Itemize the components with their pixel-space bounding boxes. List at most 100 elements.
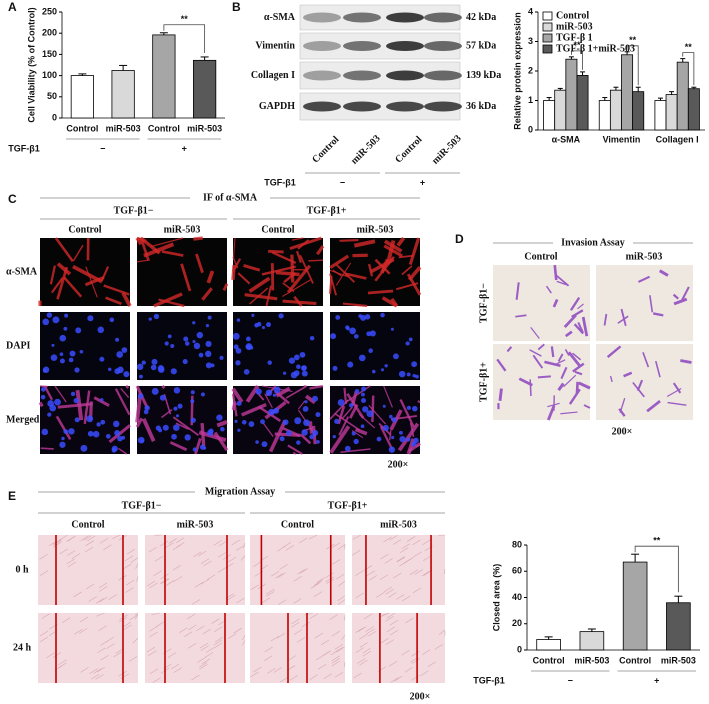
cell-texture <box>368 575 377 581</box>
micrograph <box>250 612 346 683</box>
invaded-cell <box>564 330 573 338</box>
nucleus <box>382 404 386 408</box>
cell-fiber <box>56 262 72 276</box>
nucleus <box>412 373 416 378</box>
cell-texture <box>134 614 139 620</box>
cell-fiber <box>248 276 271 293</box>
cell-texture <box>122 563 132 570</box>
cell-texture <box>380 637 389 644</box>
nucleus <box>296 364 301 370</box>
nucleus <box>193 342 201 350</box>
cell-texture <box>322 650 331 657</box>
cell-texture <box>363 613 373 620</box>
x-tick-label: Collagen I <box>656 134 699 144</box>
nucleus <box>172 424 180 431</box>
cell-texture <box>344 615 346 621</box>
cell-texture <box>204 652 213 658</box>
significance-label: ** <box>573 40 581 50</box>
cell-texture <box>293 598 302 604</box>
bar <box>622 561 648 651</box>
blot-band <box>424 12 462 23</box>
significance-label: ** <box>629 35 637 45</box>
invaded-cell <box>554 273 570 287</box>
cell-texture <box>308 534 318 540</box>
cell-texture <box>323 673 332 679</box>
cell-texture <box>277 572 286 578</box>
cell-fiber <box>335 264 355 283</box>
nucleus <box>47 412 52 417</box>
invaded-cell <box>568 388 581 405</box>
nucleus <box>332 365 338 371</box>
micrograph <box>40 312 130 380</box>
cell-texture <box>276 633 286 639</box>
cell-fiber <box>275 386 291 398</box>
nucleus <box>362 406 369 413</box>
nucleus <box>177 403 183 409</box>
cell-texture <box>172 544 182 551</box>
nucleus <box>330 333 337 340</box>
nucleus <box>301 370 308 377</box>
cell-fiber <box>290 254 295 283</box>
nucleus <box>59 334 67 342</box>
cell-texture <box>52 652 62 658</box>
cell-fiber <box>213 431 229 452</box>
cell-texture <box>331 559 341 565</box>
blot-band <box>343 41 381 51</box>
y-tick-label: 40 <box>512 592 522 602</box>
cell-fiber <box>282 299 317 305</box>
cell-texture <box>336 573 345 580</box>
nucleus <box>167 334 172 339</box>
x-tick-label: Control <box>66 123 98 133</box>
micrograph <box>493 343 591 421</box>
nucleus <box>171 433 177 440</box>
nucleus <box>299 351 306 358</box>
cell-fiber <box>216 419 228 428</box>
invaded-cell <box>649 295 654 313</box>
nucleus <box>50 354 58 361</box>
micrograph <box>145 612 246 683</box>
nucleus <box>158 428 163 433</box>
blot-band <box>386 70 424 81</box>
nucleus <box>301 429 308 436</box>
y-tick-label: 200 <box>42 28 57 38</box>
invaded-cell <box>673 297 688 306</box>
nucleus <box>143 409 149 415</box>
panel-letter: C <box>8 192 17 206</box>
legend-swatch <box>542 33 553 43</box>
cell-fiber <box>118 447 128 455</box>
nucleus <box>312 429 319 436</box>
cell-texture <box>331 660 340 667</box>
nucleus <box>348 403 354 408</box>
cell-fiber <box>136 259 150 263</box>
magnification: 200× <box>612 426 633 437</box>
cell-texture <box>275 572 284 579</box>
cell-fiber <box>198 430 227 443</box>
cell-texture <box>80 667 89 673</box>
cell-texture <box>443 569 446 575</box>
cell-fiber <box>175 422 189 430</box>
lane-label: miR-503 <box>349 133 383 167</box>
nucleus <box>184 341 190 346</box>
cell-texture <box>352 534 361 540</box>
cell-texture <box>228 633 237 639</box>
cell-texture <box>67 535 76 542</box>
bar <box>111 70 135 119</box>
invaded-cell <box>606 345 622 359</box>
nucleus <box>335 315 341 320</box>
cell-fiber <box>367 289 394 295</box>
cell-texture <box>301 621 310 628</box>
nucleus <box>243 369 250 375</box>
nucleus <box>87 315 94 322</box>
cell-texture <box>197 657 206 663</box>
cell-fiber <box>374 256 395 282</box>
cell-fiber <box>353 239 376 248</box>
cell-fiber <box>161 384 166 390</box>
cell-texture <box>88 596 97 602</box>
nucleus <box>415 374 419 379</box>
y-tick-label: 0 <box>52 112 57 122</box>
cell-texture <box>85 540 94 546</box>
y-tick-label: 20 <box>512 618 522 628</box>
cell-fiber <box>245 384 260 403</box>
y-axis-label: Closed area (%) <box>491 564 501 632</box>
blot-band <box>303 41 341 51</box>
